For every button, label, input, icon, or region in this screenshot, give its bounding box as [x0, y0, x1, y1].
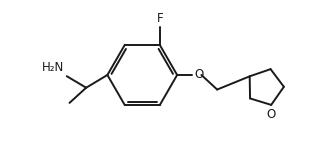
Text: O: O [194, 69, 203, 82]
Text: F: F [156, 12, 163, 25]
Text: O: O [267, 108, 276, 121]
Text: H₂N: H₂N [42, 61, 64, 74]
